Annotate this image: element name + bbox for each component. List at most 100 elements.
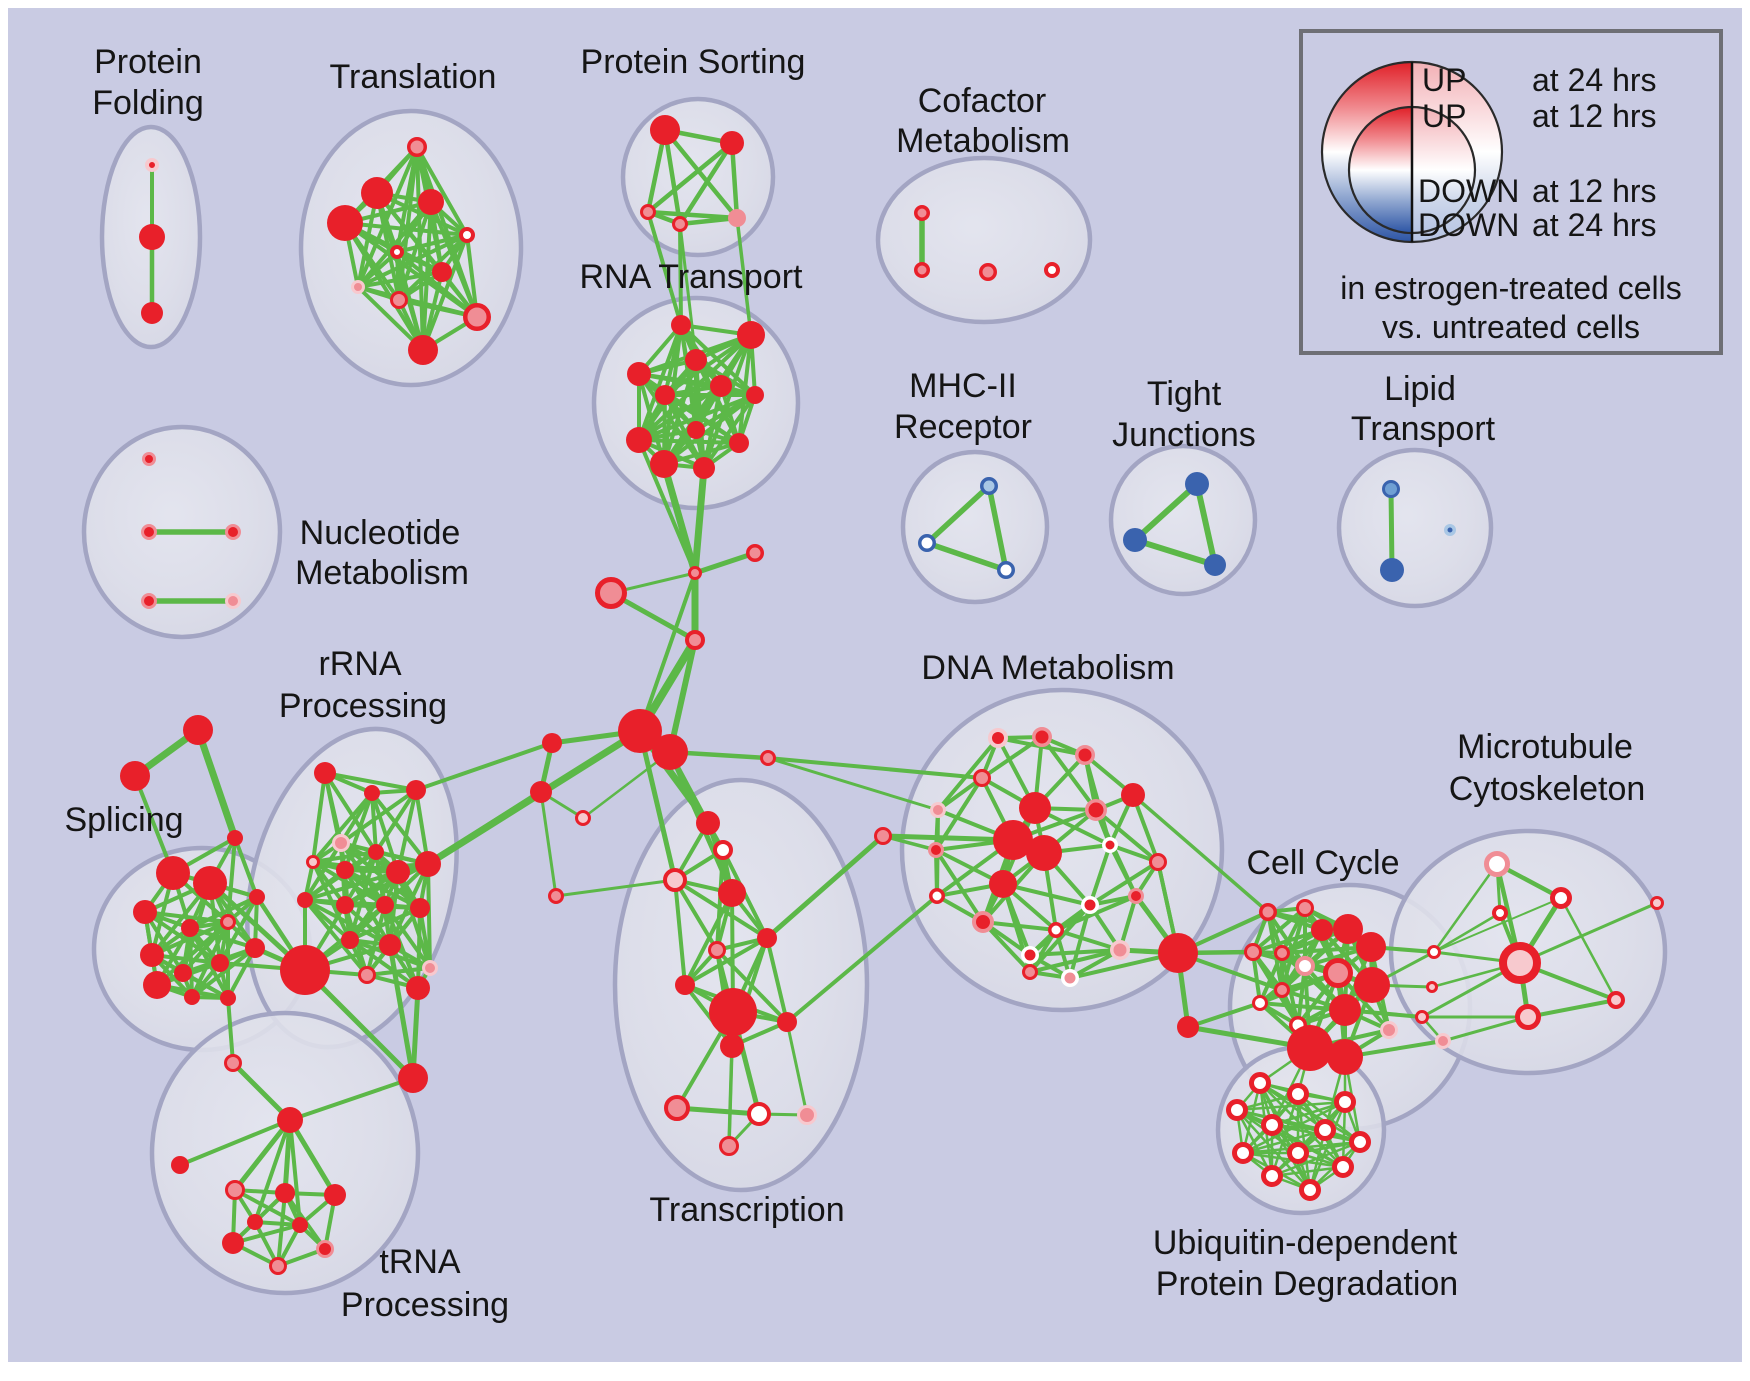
- node-rna: [685, 349, 707, 371]
- node-splicing: [140, 943, 164, 967]
- cluster-tight-label: Junctions: [1112, 416, 1256, 454]
- edge-rrna: [311, 850, 378, 864]
- node-cc: [1244, 943, 1262, 961]
- edge-transcription: [727, 1044, 734, 1148]
- node-ub: [1261, 1114, 1283, 1136]
- edge-trna: [231, 1223, 302, 1245]
- node-translation: [407, 137, 427, 157]
- edge-dna: [1001, 882, 1092, 907]
- edge-translation: [356, 250, 399, 289]
- cluster-cofactor-label: Cofactor: [918, 82, 1047, 120]
- node-folding: [145, 158, 159, 172]
- cluster-folding-label: Folding: [92, 84, 204, 122]
- node-cc: [1311, 919, 1333, 941]
- node-dna: [1149, 853, 1167, 871]
- edge-sorting: [662, 127, 683, 227]
- edge-mhc: [924, 540, 1009, 573]
- edge-rrna: [311, 771, 327, 864]
- node-sorting: [720, 131, 744, 155]
- edge-link-conn-dna: [881, 834, 938, 852]
- edge-splicing: [194, 726, 239, 842]
- node-dna: [1032, 727, 1052, 747]
- edge-translation: [395, 233, 469, 254]
- node-rna: [710, 375, 732, 397]
- cluster-sorting-region: [620, 96, 776, 258]
- edge-trna: [230, 1060, 293, 1123]
- node-mt: [1427, 945, 1441, 959]
- node-conn: [874, 827, 892, 845]
- node-splicing: [181, 919, 199, 937]
- edge-splicing: [190, 946, 257, 999]
- edge-rna: [637, 438, 741, 445]
- node-splicing: [245, 938, 265, 958]
- node-ub: [1332, 1156, 1354, 1178]
- node-splicing: [184, 989, 200, 1005]
- node-transcription: [719, 1136, 739, 1156]
- node-dna: [1081, 896, 1099, 914]
- edge-trna: [288, 1118, 302, 1227]
- edge-translation: [356, 285, 425, 352]
- cluster-lipid-region: [1336, 447, 1494, 609]
- node-dna: [1085, 799, 1107, 821]
- node-ub: [1226, 1099, 1248, 1121]
- legend-inner-circle-pale-half: [1412, 107, 1475, 233]
- node-splicing: [156, 856, 190, 890]
- edge-mt: [1432, 911, 1502, 954]
- edge-link-rrna-trna: [288, 1076, 415, 1122]
- edge-dna: [1054, 928, 1122, 952]
- nodes-layer: [120, 115, 1664, 1275]
- node-cc: [1296, 899, 1314, 917]
- edge-rrna: [383, 903, 432, 970]
- node-lipid: [1444, 524, 1456, 536]
- edge-rrna: [303, 870, 400, 902]
- edge-link-conn-rrna: [425, 789, 544, 867]
- node-dna: [1102, 837, 1118, 853]
- node-cc: [1356, 932, 1386, 962]
- node-trna: [171, 1156, 189, 1174]
- node-cc: [1177, 1016, 1199, 1038]
- node-lipid: [1382, 480, 1400, 498]
- legend-direction-label: UP: [1422, 98, 1466, 134]
- edge-dna: [1028, 928, 1058, 974]
- node-transcription: [675, 975, 695, 995]
- node-rna: [627, 362, 651, 386]
- node-mt: [1515, 1004, 1541, 1030]
- edge-cc: [1251, 928, 1324, 954]
- edge-rrna: [348, 938, 420, 990]
- edge-transcription: [673, 878, 687, 987]
- edge-sorting: [662, 127, 740, 221]
- cluster-tight-region: [1108, 443, 1258, 597]
- edge-splicing: [181, 920, 230, 975]
- node-sorting: [672, 216, 688, 232]
- legend: UP at 24 hrs UP at 12 hrs DOWN at 12 hrs DOWN a…: [1299, 29, 1723, 355]
- edge-rrna: [348, 906, 422, 942]
- edge-conn: [608, 590, 698, 643]
- edge-mt: [1432, 862, 1499, 954]
- edge-link-conn-rrna: [414, 741, 554, 792]
- node-splicing: [193, 866, 227, 900]
- node-dna: [929, 888, 945, 904]
- node-dna: [1048, 922, 1064, 938]
- node-trna: [324, 1184, 346, 1206]
- node-conn: [746, 544, 764, 562]
- node-trna: [277, 1107, 303, 1133]
- node-ub: [1249, 1072, 1271, 1094]
- node-nucleotide: [225, 593, 241, 609]
- node-translation: [390, 245, 404, 259]
- node-dna: [1022, 964, 1038, 980]
- node-rna: [737, 321, 765, 349]
- cluster-trna-label: tRNA: [379, 1243, 461, 1281]
- cluster-cofactor-label: Metabolism: [896, 122, 1070, 160]
- edge-dna: [934, 848, 985, 924]
- node-mhc: [997, 561, 1015, 579]
- cluster-ub-label: Ubiquitin-dependent: [1153, 1224, 1458, 1262]
- node-trna: [292, 1217, 308, 1233]
- node-dna: [1110, 940, 1130, 960]
- node-dna: [1021, 946, 1039, 964]
- edge-link-conn-transcription: [637, 728, 678, 883]
- node-mt: [1492, 905, 1508, 921]
- edge-dna: [1088, 843, 1112, 907]
- edge-rrna: [370, 791, 378, 854]
- node-conn: [548, 888, 564, 904]
